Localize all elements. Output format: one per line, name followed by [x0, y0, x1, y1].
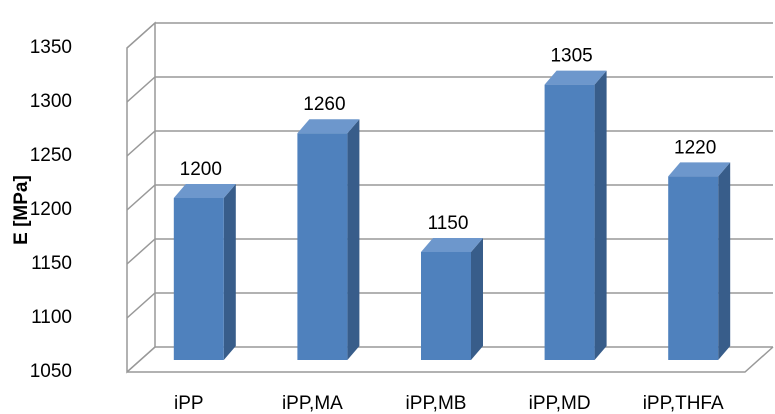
y-tick-label: 1100 [31, 307, 72, 328]
y-tick-label: 1200 [30, 199, 72, 220]
y-tick-label: 1250 [30, 145, 72, 166]
bar [421, 238, 483, 360]
bar [668, 162, 731, 360]
bar [297, 119, 360, 360]
grid-line [126, 22, 773, 49]
data-label: 1305 [550, 46, 592, 67]
bar [544, 70, 607, 360]
bar-front [668, 176, 719, 360]
data-label: 1260 [303, 94, 345, 115]
bar [173, 184, 236, 360]
bar-top [173, 184, 236, 198]
x-tick-label: iPP,MA [282, 393, 343, 414]
bar-side [594, 70, 607, 360]
x-tick-label: iPP [174, 393, 204, 414]
x-tick-label: iPP,MD [529, 393, 591, 414]
bar-front [297, 133, 348, 360]
floor-edge [127, 346, 774, 373]
bar-side [718, 162, 731, 360]
bar-front [421, 252, 471, 360]
bar-top [668, 162, 731, 177]
x-tick-label: iPP,MB [406, 393, 467, 414]
bar-side [223, 184, 236, 360]
bar-front [173, 198, 224, 360]
y-tick-label: 1150 [31, 253, 72, 274]
bar-top [421, 238, 483, 252]
x-tick-label: iPP,THFA [643, 393, 724, 414]
y-tick-label: 1050 [30, 361, 72, 382]
data-label: 1200 [180, 159, 222, 180]
bar-side [471, 238, 483, 360]
bar-front [544, 84, 595, 360]
grid-line [126, 76, 773, 103]
y-axis-title: E [MPa] [11, 175, 32, 245]
y-tick-label: 1300 [30, 91, 72, 112]
data-label: 1220 [674, 137, 716, 158]
data-label: 1150 [428, 213, 469, 234]
bar-top [297, 119, 360, 134]
bar-side [347, 119, 360, 360]
y-tick-label: 1350 [30, 37, 72, 58]
bar-top [544, 70, 607, 85]
